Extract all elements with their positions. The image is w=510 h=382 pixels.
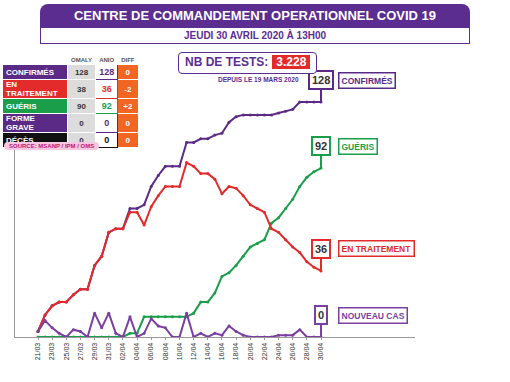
html-text:CENTRE DE COMMANDEMENT OPERATI: CENTRE DE COMMANDEMENT OPERATIONNEL COVI… [73,8,436,23]
html-text:0: 0 [125,118,130,128]
html-text:0: 0 [104,118,110,128]
svg-text:GUÉRIS: GUÉRIS [342,142,375,152]
svg-text:18/04: 18/04 [232,343,239,361]
html-text:ANIO: ANIO [99,56,115,63]
html-text:NB DE TESTS:: NB DE TESTS: [185,55,269,69]
html-text:0: 0 [79,118,84,128]
html-text:0: 0 [125,135,130,145]
svg-text:23/03: 23/03 [48,343,55,361]
html-text:DÉCÈS: DÉCÈS [6,135,34,145]
svg-text:26/04: 26/04 [289,343,296,361]
html-text:DIFF: DIFF [121,56,135,63]
html-text:90: 90 [77,101,86,111]
html-text:92: 92 [101,101,112,111]
svg-text:20/04: 20/04 [247,343,254,361]
html-text:0: 0 [125,67,130,77]
svg-text:31/03: 31/03 [105,343,112,361]
svg-text:08/04: 08/04 [162,343,169,361]
html-text:+2: +2 [123,101,133,111]
html-text:GUÉRIS: GUÉRIS [6,101,37,111]
html-text:FORME GRAVE: FORME GRAVE [6,114,35,132]
svg-text:04/04: 04/04 [133,343,140,361]
html-text:3.228: 3.228 [276,55,307,69]
svg-text:02/04: 02/04 [119,343,126,361]
html-text:128: 128 [99,67,115,77]
html-text:JEUDI 30 AVRIL 2020 À 13H00: JEUDI 30 AVRIL 2020 À 13H00 [183,30,326,41]
html-text:128: 128 [74,67,89,77]
html-text:DEPUIS LE 19 MARS 2020: DEPUIS LE 19 MARS 2020 [218,76,299,83]
svg-text:12/04: 12/04 [190,343,197,361]
svg-text:NOUVEAU CAS: NOUVEAU CAS [342,311,405,321]
svg-text:0: 0 [318,309,324,321]
svg-text:25/03: 25/03 [63,343,70,361]
html-text:CONFIRMÉS: CONFIRMÉS [6,67,54,77]
svg-text:28/04: 28/04 [303,343,310,361]
html-text:36: 36 [101,84,112,94]
html-text:0: 0 [104,135,110,145]
html-text:OMALY: OMALY [71,56,93,63]
html-text:38: 38 [77,84,86,94]
svg-text:14/04: 14/04 [204,343,211,361]
svg-text:21/03: 21/03 [34,343,41,361]
svg-text:29/03: 29/03 [91,343,98,361]
svg-text:06/04: 06/04 [147,343,154,361]
svg-text:16/04: 16/04 [218,343,225,361]
svg-text:36: 36 [315,243,327,255]
html-text:SOURCE: MSANP / IPM / OMS: SOURCE: MSANP / IPM / OMS [9,143,95,149]
svg-text:24/04: 24/04 [275,343,282,361]
html-text:EN TRAITEMENT: EN TRAITEMENT [6,80,58,98]
svg-text:30/04: 30/04 [317,343,324,361]
html-text:0: 0 [79,135,84,145]
svg-text:22/04: 22/04 [261,343,268,361]
html-text:-2: -2 [124,84,132,94]
svg-text:27/03: 27/03 [77,343,84,361]
svg-text:CONFIRMÉS: CONFIRMÉS [342,76,393,86]
svg-text:128: 128 [312,74,330,86]
svg-text:92: 92 [315,140,327,152]
svg-text:EN TRAITEMENT: EN TRAITEMENT [342,244,412,254]
svg-text:10/04: 10/04 [176,343,183,361]
